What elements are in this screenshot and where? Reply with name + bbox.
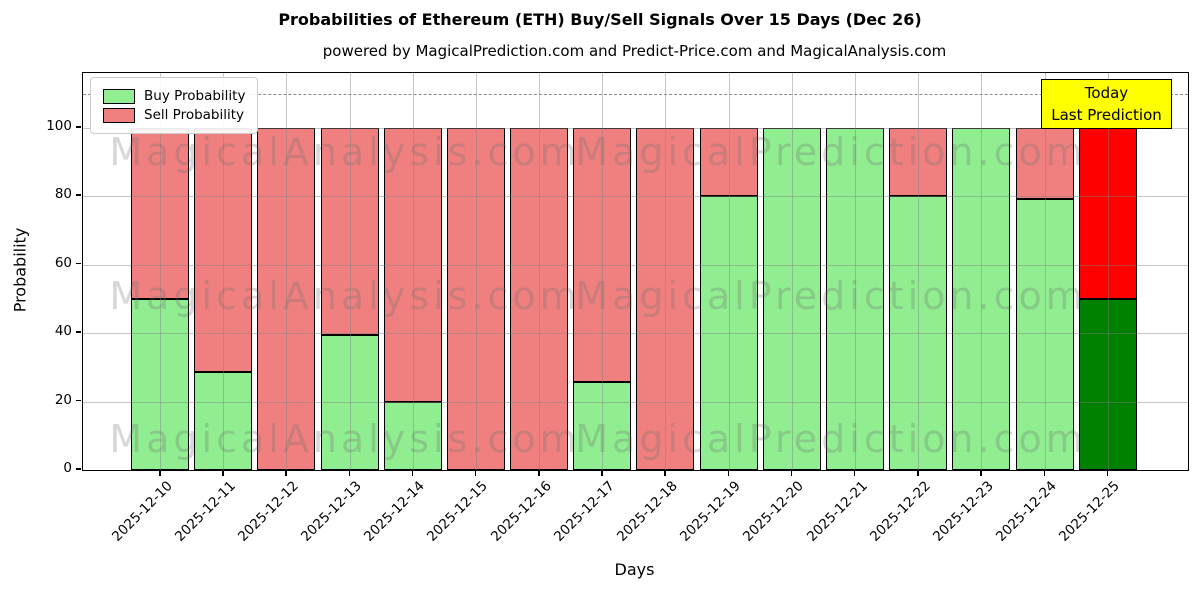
y-tick-mark: [76, 399, 81, 402]
x-tick-label: 2025-12-19: [677, 478, 744, 545]
bar-segment-sell: [510, 127, 569, 470]
bar-segment-sell: [1015, 127, 1074, 199]
y-tick-mark: [76, 126, 81, 128]
legend-entry-sell: Sell Probability: [103, 107, 245, 123]
bar-segment-sell: [889, 127, 948, 197]
bar-segment-buy: [383, 401, 442, 470]
bar-segment-buy: [194, 372, 253, 470]
x-tick-mark: [474, 471, 477, 476]
annotation-line-2: Last Prediction: [1051, 106, 1162, 124]
legend: Buy Probability Sell Probability: [90, 77, 259, 134]
x-tick-label: 2025-12-21: [803, 478, 871, 545]
bar-segment-sell: [257, 127, 316, 470]
x-tick-label: 2025-12-23: [929, 478, 997, 545]
x-tick-mark: [727, 471, 730, 476]
x-tick-mark: [222, 471, 224, 476]
bar-segment-sell: [446, 127, 505, 470]
bar-segment-buy: [699, 196, 758, 470]
x-tick-label: 2025-12-14: [361, 478, 429, 545]
x-tick-label: 2025-12-22: [866, 478, 934, 545]
x-tick-label: 2025-12-20: [740, 478, 808, 545]
x-tick-label: 2025-12-15: [424, 478, 492, 545]
chart-subtitle: powered by MagicalPrediction.com and Pre…: [322, 42, 947, 60]
x-tick-label: 2025-12-25: [1056, 478, 1124, 545]
bar-segment-buy: [952, 127, 1011, 470]
x-tick-mark: [790, 471, 793, 476]
legend-label-buy: Buy Probability: [144, 88, 246, 104]
bar-segment-sell: [131, 127, 189, 299]
bar-segment-sell: [194, 127, 253, 373]
y-tick-label: 0: [63, 460, 72, 476]
x-tick-label: 2025-12-17: [550, 478, 618, 545]
x-tick-mark: [917, 471, 919, 476]
bar-segment-sell: [320, 127, 379, 335]
legend-entry-buy: Buy Probability: [103, 88, 245, 104]
annotation-line-1: Today: [1084, 84, 1129, 102]
x-tick-mark: [348, 471, 351, 476]
bar-segment-sell: [1078, 127, 1137, 299]
legend-label-sell: Sell Probability: [144, 107, 245, 123]
x-tick-label: 2025-12-18: [613, 478, 681, 545]
x-tick-label: 2025-12-13: [298, 478, 365, 545]
today-annotation-box: Today Last Prediction: [1041, 79, 1172, 129]
bar-segment-sell: [573, 127, 632, 383]
x-tick-mark: [538, 471, 540, 476]
x-tick-mark: [853, 471, 856, 476]
bar-segment-sell: [636, 127, 695, 470]
x-tick-mark: [1043, 471, 1046, 476]
dashed-threshold-line: [83, 93, 1188, 95]
bar-segment-buy: [131, 298, 189, 470]
x-tick-mark: [601, 471, 603, 476]
sell-swatch-icon: [103, 107, 135, 123]
x-tick-mark: [285, 471, 287, 476]
y-tick-label: 40: [54, 323, 72, 340]
bar-segment-buy: [825, 127, 884, 470]
y-tick-label: 60: [54, 254, 72, 271]
bar-segment-sell: [383, 127, 442, 402]
bar-segment-buy: [1015, 198, 1074, 470]
x-tick-label: 2025-12-24: [993, 478, 1060, 545]
bar-segment-buy: [320, 334, 379, 470]
x-axis-label: Days: [614, 560, 655, 579]
x-tick-mark: [664, 471, 666, 476]
y-tick-label: 80: [54, 186, 72, 203]
x-tick-mark: [980, 471, 982, 476]
x-tick-mark: [411, 471, 414, 476]
bar-segment-sell: [699, 127, 758, 197]
x-tick-label: 2025-12-16: [487, 478, 555, 545]
bar-segment-buy: [1078, 298, 1137, 470]
bar-segment-buy: [573, 382, 632, 470]
y-tick-label: 100: [46, 117, 72, 134]
y-tick-mark: [76, 331, 81, 333]
y-tick-mark: [76, 262, 81, 265]
bar-segment-buy: [889, 196, 948, 470]
x-tick-mark: [1106, 471, 1109, 476]
chart-title: Probabilities of Ethereum (ETH) Buy/Sell…: [278, 10, 922, 29]
x-tick-label: 2025-12-11: [171, 478, 239, 545]
x-tick-label: 2025-12-12: [234, 478, 302, 545]
y-tick-mark: [76, 468, 81, 470]
buy-swatch-icon: [103, 88, 135, 104]
y-tick-label: 20: [54, 391, 72, 408]
x-tick-label: 2025-12-10: [108, 478, 176, 545]
y-tick-mark: [76, 194, 81, 196]
bar-segment-buy: [762, 127, 821, 470]
x-tick-mark: [159, 471, 161, 476]
